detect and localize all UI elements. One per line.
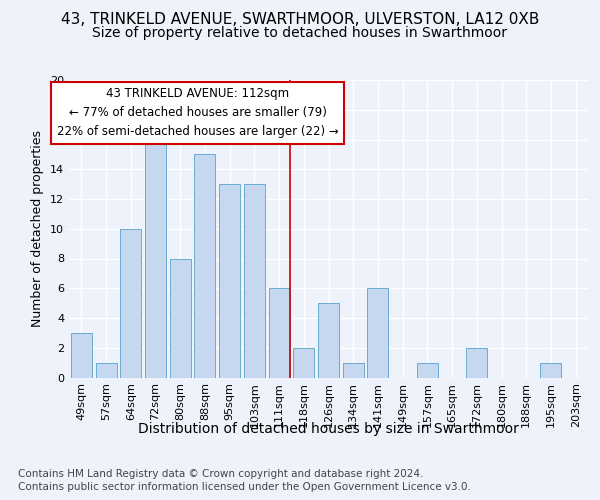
Text: Contains public sector information licensed under the Open Government Licence v3: Contains public sector information licen… bbox=[18, 482, 471, 492]
Text: 43 TRINKELD AVENUE: 112sqm
← 77% of detached houses are smaller (79)
22% of semi: 43 TRINKELD AVENUE: 112sqm ← 77% of deta… bbox=[56, 88, 338, 138]
Bar bbox=[466, 348, 487, 378]
Bar bbox=[170, 258, 191, 378]
Text: Distribution of detached houses by size in Swarthmoor: Distribution of detached houses by size … bbox=[139, 422, 519, 436]
Bar bbox=[541, 362, 562, 378]
Bar bbox=[120, 229, 141, 378]
Bar bbox=[219, 184, 240, 378]
Y-axis label: Number of detached properties: Number of detached properties bbox=[31, 130, 44, 327]
Bar bbox=[367, 288, 388, 378]
Bar bbox=[145, 140, 166, 378]
Bar bbox=[417, 362, 438, 378]
Bar bbox=[343, 362, 364, 378]
Bar bbox=[194, 154, 215, 378]
Bar bbox=[293, 348, 314, 378]
Text: Size of property relative to detached houses in Swarthmoor: Size of property relative to detached ho… bbox=[92, 26, 508, 40]
Text: Contains HM Land Registry data © Crown copyright and database right 2024.: Contains HM Land Registry data © Crown c… bbox=[18, 469, 424, 479]
Bar bbox=[71, 333, 92, 378]
Bar bbox=[269, 288, 290, 378]
Bar bbox=[95, 362, 116, 378]
Bar bbox=[318, 303, 339, 378]
Bar bbox=[244, 184, 265, 378]
Text: 43, TRINKELD AVENUE, SWARTHMOOR, ULVERSTON, LA12 0XB: 43, TRINKELD AVENUE, SWARTHMOOR, ULVERST… bbox=[61, 12, 539, 28]
